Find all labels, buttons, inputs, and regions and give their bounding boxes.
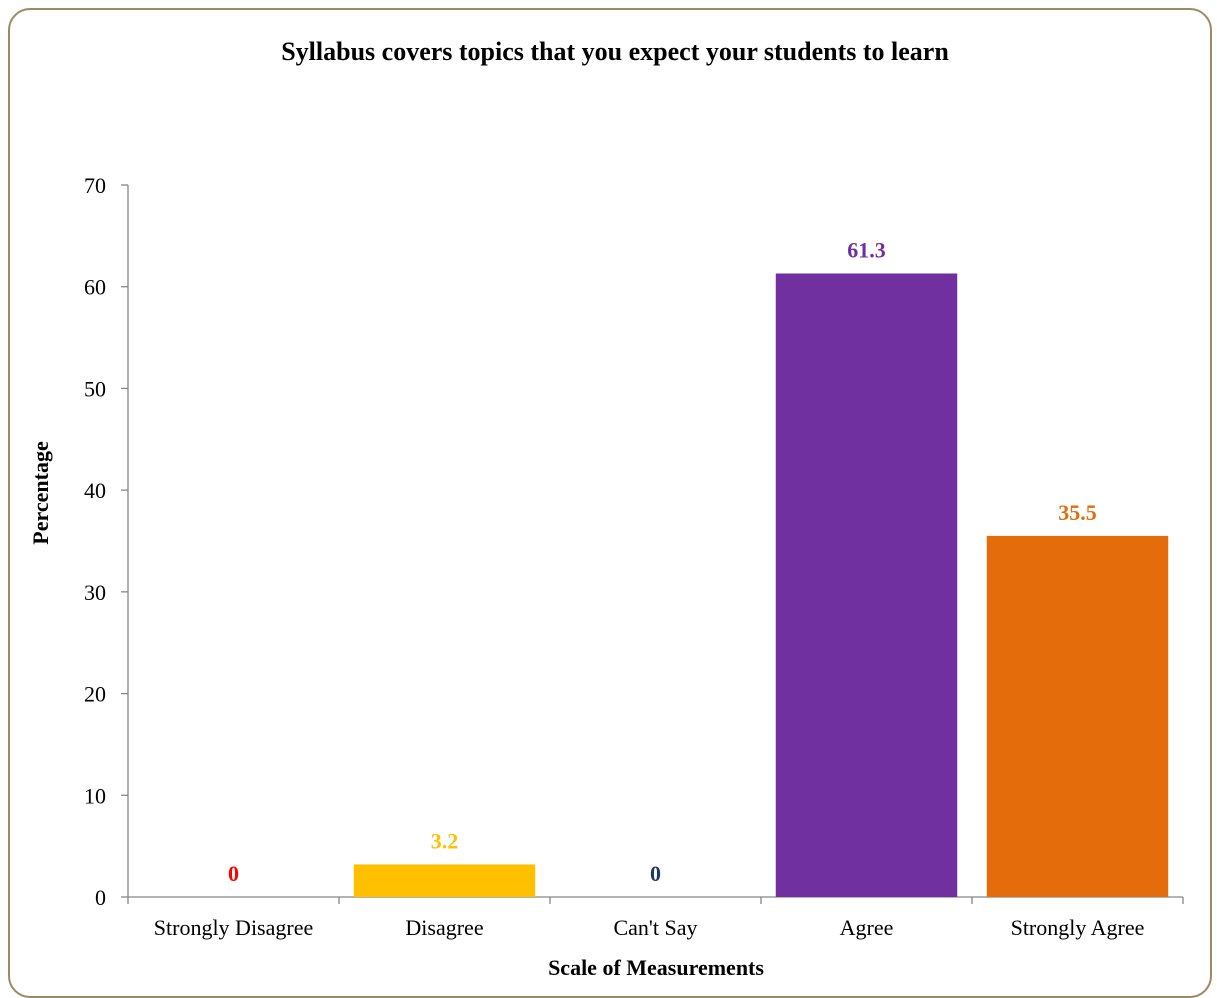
data-label: 0 xyxy=(650,861,661,886)
data-labels-group: 0 3.2 0 61.3 35.5 xyxy=(228,237,1097,886)
data-label: 35.5 xyxy=(1058,500,1097,525)
x-tick-label: Disagree xyxy=(405,915,483,940)
y-tick-label: 0 xyxy=(95,885,106,910)
y-tick-label: 70 xyxy=(84,173,106,198)
chart-title: Syllabus covers topics that you expect y… xyxy=(281,37,949,66)
y-tick-label: 60 xyxy=(84,275,106,300)
y-tick-label: 50 xyxy=(84,376,106,401)
y-tick-label: 40 xyxy=(84,478,106,503)
x-tick-label: Strongly Disagree xyxy=(154,915,313,940)
data-label: 0 xyxy=(228,861,239,886)
y-axis-title: Percentage xyxy=(28,441,53,545)
y-tick-label: 10 xyxy=(84,783,106,808)
bar xyxy=(353,864,536,897)
y-tick-label: 20 xyxy=(84,682,106,707)
data-label: 61.3 xyxy=(847,237,886,262)
bar xyxy=(775,273,958,897)
bars-group xyxy=(353,273,1169,897)
x-tick-label: Strongly Agree xyxy=(1011,915,1145,940)
data-label: 3.2 xyxy=(431,828,459,853)
x-tick-label: Can't Say xyxy=(613,915,697,940)
x-axis-title: Scale of Measurements xyxy=(548,955,764,980)
y-tick-label: 30 xyxy=(84,580,106,605)
x-tick-label: Agree xyxy=(840,915,894,940)
x-axis-ticks: Strongly Disagree Disagree Can't Say Agree S… xyxy=(127,897,1184,940)
y-axis-ticks: 0 10 20 30 40 50 60 70 xyxy=(84,173,128,910)
bar xyxy=(986,535,1169,897)
